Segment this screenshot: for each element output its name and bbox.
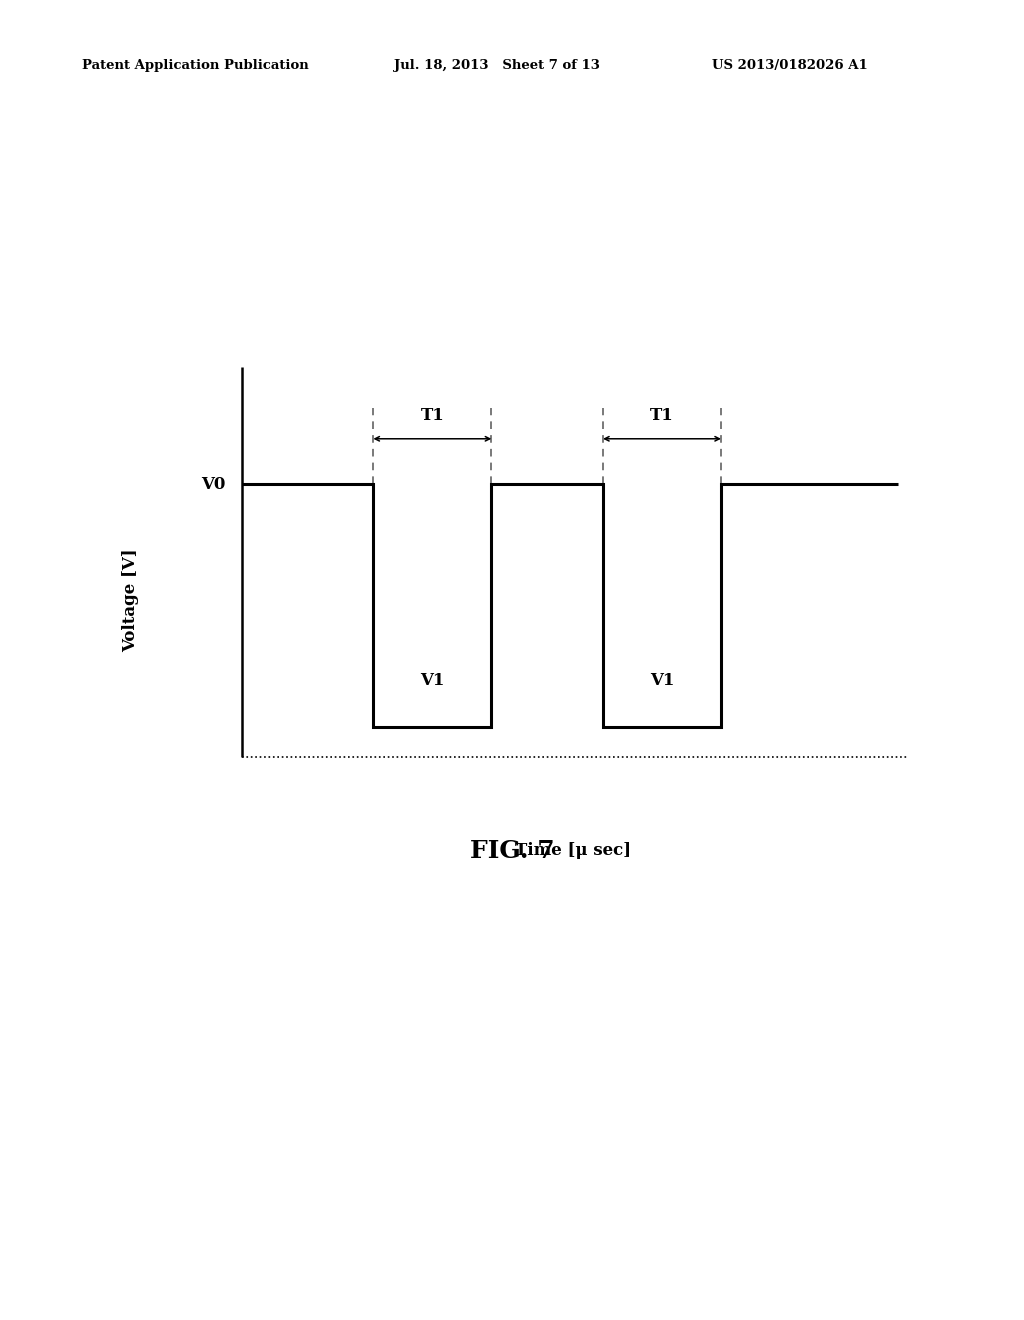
Text: Voltage [V]: Voltage [V] — [122, 549, 139, 652]
Text: Time [μ sec]: Time [μ sec] — [515, 842, 632, 859]
Text: V1: V1 — [420, 672, 444, 689]
Text: Jul. 18, 2013   Sheet 7 of 13: Jul. 18, 2013 Sheet 7 of 13 — [394, 59, 600, 73]
Text: Patent Application Publication: Patent Application Publication — [82, 59, 308, 73]
Text: US 2013/0182026 A1: US 2013/0182026 A1 — [712, 59, 867, 73]
Text: V0: V0 — [202, 475, 225, 492]
Text: V1: V1 — [650, 672, 674, 689]
Text: T1: T1 — [421, 407, 444, 424]
Text: T1: T1 — [650, 407, 674, 424]
Text: FIG. 7: FIG. 7 — [470, 840, 554, 863]
